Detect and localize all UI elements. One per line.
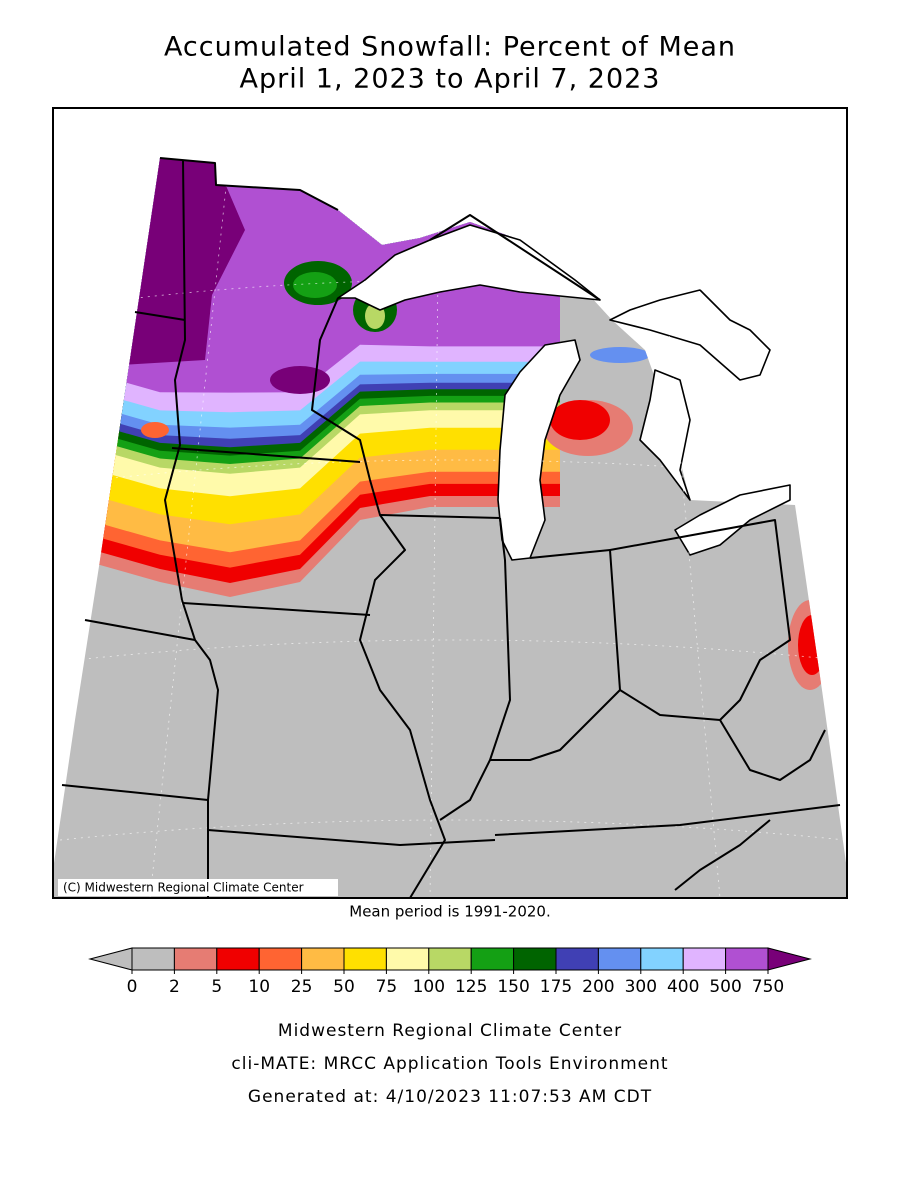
- copyright-bg: [58, 879, 338, 896]
- colorbar-box: [216, 947, 260, 971]
- colorbar-box: [513, 947, 557, 971]
- snow-band: [590, 347, 650, 363]
- title-line: April 1, 2023 to April 7, 2023: [240, 64, 661, 95]
- snow-band: [550, 400, 610, 440]
- map-frame: [52, 107, 848, 899]
- colorbar-tick-label: 0: [127, 977, 138, 997]
- colorbar-tick-label: 50: [333, 977, 355, 997]
- colorbar-tick-label: 75: [376, 977, 398, 997]
- snow-band: [293, 272, 337, 298]
- colorbar-tick-label: 150: [497, 977, 529, 997]
- colorbar-tick-label: 400: [667, 977, 699, 997]
- lake-huron: [609, 289, 771, 501]
- grid-lines: [59, 119, 846, 899]
- footer-line: Midwestern Regional Climate Center: [278, 1021, 622, 1041]
- colorbar-box: [470, 947, 515, 971]
- state-borders: [61, 157, 841, 899]
- colorbar-box: [597, 947, 642, 971]
- footer-line: Generated at: 4/10/2023 11:07:53 AM CDT: [248, 1087, 652, 1107]
- lake-superior: [337, 224, 601, 311]
- colorbar-tick-label: 10: [248, 977, 270, 997]
- colorbar-tick-label: 300: [625, 977, 657, 997]
- colorbar-box: [640, 947, 684, 971]
- colorbar-box: [258, 947, 303, 971]
- colorbar-tick-label: 100: [413, 977, 445, 997]
- snow-band: [141, 422, 169, 438]
- title-line: Accumulated Snowfall: Percent of Mean: [164, 32, 736, 63]
- colorbar-tick-label: 175: [540, 977, 572, 997]
- copyright: (C) Midwestern Regional Climate Center: [63, 881, 304, 895]
- colorbar-tick-label: 500: [709, 977, 741, 997]
- colorbar-box: [725, 947, 769, 971]
- colorbar-tick-label: 25: [291, 977, 313, 997]
- colorbar-box: [555, 947, 599, 971]
- lake-erie: [674, 484, 791, 556]
- colorbar: 0 2 5 10 25 50 75 100 125 150 175 200 300 400 500 750: [88, 947, 812, 997]
- colorbar-box: [131, 947, 175, 971]
- mean-period-note: Mean period is 1991-2020.: [349, 903, 550, 921]
- snow-band: [270, 366, 330, 394]
- colorbar-tick-label: 125: [455, 977, 487, 997]
- colorbar-tick-label: 200: [582, 977, 614, 997]
- colorbar-box: [343, 947, 387, 971]
- colorbar-tick-label: 5: [211, 977, 222, 997]
- colorbar-box: [173, 947, 218, 971]
- colorbar-box: [301, 947, 345, 971]
- lakes: [337, 224, 791, 561]
- colorbar-box: [428, 947, 472, 971]
- lake-michigan: [497, 339, 581, 561]
- colorbar-tick-label: 750: [752, 977, 784, 997]
- footer-line: cli-MATE: MRCC Application Tools Environ…: [231, 1054, 668, 1074]
- colorbar-over: [767, 947, 812, 971]
- colorbar-box: [385, 947, 430, 971]
- colorbar-under: [88, 947, 133, 971]
- colorbar-box: [682, 947, 727, 971]
- colorbar-tick-label: 2: [169, 977, 180, 997]
